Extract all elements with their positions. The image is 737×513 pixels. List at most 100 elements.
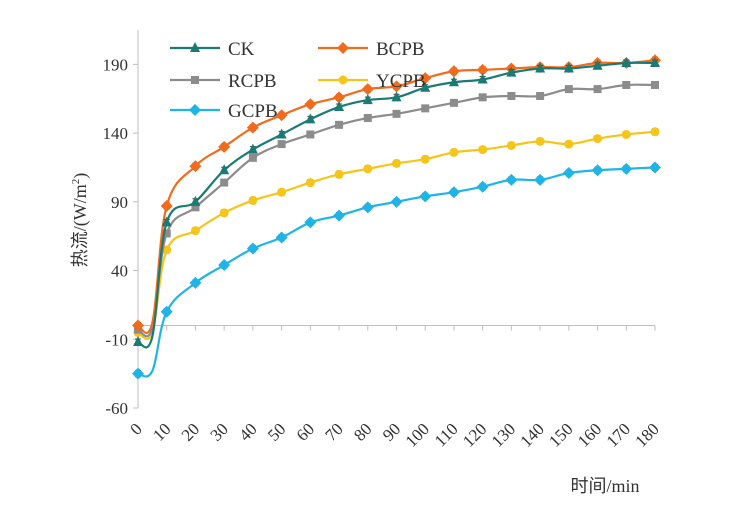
data-point-ck <box>535 62 546 73</box>
data-point-gcpb <box>505 173 518 186</box>
legend-label-ycpb: YCPB <box>376 71 426 92</box>
data-point-ycpb <box>593 134 603 144</box>
data-point-ycpb <box>305 178 315 188</box>
data-point-gcpb <box>333 209 346 222</box>
legend-item-gcpb: GCPB <box>170 101 278 122</box>
data-point-rcpb <box>335 120 344 129</box>
data-point-gcpb <box>275 231 288 244</box>
data-point-ck <box>391 91 402 102</box>
legend-label-bcpb: BCPB <box>376 39 425 60</box>
data-point-bcpb <box>275 109 288 122</box>
data-point-ck <box>161 216 172 227</box>
data-point-ycpb <box>478 145 488 155</box>
y-tick-label: 190 <box>103 55 129 74</box>
data-point-rcpb <box>220 178 229 187</box>
series-ck <box>133 56 660 349</box>
data-point-ycpb <box>219 208 229 218</box>
data-point-ck <box>219 164 230 175</box>
series-ycpb <box>133 127 660 341</box>
data-point-bcpb <box>390 80 403 93</box>
data-point-bcpb <box>189 160 202 173</box>
legend-marker-rcpb <box>191 76 199 84</box>
x-tick-label: 130 <box>488 419 519 450</box>
data-point-ck <box>650 56 660 67</box>
data-point-gcpb <box>419 190 432 203</box>
legend-label-rcpb: RCPB <box>228 71 277 92</box>
data-point-ycpb <box>506 140 516 150</box>
data-point-gcpb <box>361 201 374 214</box>
y-tick-label: 90 <box>111 193 128 212</box>
data-point-gcpb <box>132 367 144 380</box>
data-point-bcpb <box>246 121 259 134</box>
x-tick-label: 80 <box>350 419 375 444</box>
legend-item-ycpb: YCPB <box>318 71 426 92</box>
legend-item-rcpb: RCPB <box>170 71 277 92</box>
data-point-gcpb <box>218 259 231 272</box>
y-tick-label: -10 <box>105 330 128 349</box>
data-point-ycpb <box>621 129 631 139</box>
data-point-ck <box>506 66 517 77</box>
x-tick-label: 20 <box>178 419 203 444</box>
y-axis-title-close: ) <box>70 173 91 179</box>
data-point-ycpb <box>363 164 373 174</box>
data-point-gcpb <box>476 180 489 193</box>
data-point-rcpb <box>651 80 659 89</box>
data-point-ycpb <box>190 226 200 236</box>
data-point-gcpb <box>189 276 202 289</box>
data-point-rcpb <box>162 229 171 238</box>
legend-label-ck: CK <box>228 39 255 60</box>
data-point-gcpb <box>390 195 403 208</box>
data-point-bcpb <box>476 63 489 76</box>
data-point-rcpb <box>306 130 315 139</box>
legend-marker-ck <box>190 42 200 52</box>
data-point-bcpb <box>218 140 231 153</box>
data-point-rcpb <box>622 80 631 89</box>
legend: CK BCPB RCPB YCPB GCPB <box>170 39 426 122</box>
data-point-gcpb <box>591 164 604 177</box>
data-point-gcpb <box>534 173 547 186</box>
data-point-ck <box>305 113 316 124</box>
data-point-ycpb <box>535 136 545 146</box>
legend-item-ck: CK <box>170 39 255 60</box>
data-point-ck <box>477 73 488 84</box>
data-point-bcpb <box>160 199 173 212</box>
data-point-rcpb <box>536 91 545 100</box>
data-point-gcpb <box>246 242 259 255</box>
data-point-ck <box>563 62 574 73</box>
data-point-ck <box>276 128 287 139</box>
x-tick-label: 60 <box>293 419 318 444</box>
data-point-rcpb <box>191 203 200 212</box>
data-point-rcpb <box>507 91 516 100</box>
y-tick-label: 140 <box>103 124 129 143</box>
series-line-rcpb <box>137 83 656 338</box>
data-point-gcpb <box>447 186 460 199</box>
data-point-ycpb <box>392 158 401 168</box>
data-point-gcpb <box>620 162 633 175</box>
data-point-ycpb <box>650 127 660 137</box>
x-tick-label: 170 <box>603 419 634 450</box>
y-tick-label: -60 <box>105 399 128 418</box>
y-axis-title-superscript: 2 <box>70 179 82 185</box>
x-tick-label: 140 <box>516 419 547 450</box>
series-gcpb <box>132 161 661 380</box>
data-point-gcpb <box>649 161 661 174</box>
y-tick-label: 40 <box>111 262 128 281</box>
x-tick-label: 0 <box>126 419 145 438</box>
legend-label-gcpb: GCPB <box>228 101 278 122</box>
data-point-bcpb <box>304 98 317 111</box>
data-point-rcpb <box>392 109 401 118</box>
x-tick-label: 10 <box>149 419 174 444</box>
x-tick-label: 30 <box>207 419 232 444</box>
data-point-rcpb <box>248 153 257 162</box>
x-tick-label: 160 <box>574 419 605 450</box>
x-tick-label: 90 <box>379 419 404 444</box>
data-point-ck <box>362 94 373 105</box>
data-point-rcpb <box>449 98 458 107</box>
data-point-rcpb <box>363 113 372 122</box>
data-point-gcpb <box>160 305 173 318</box>
data-point-ck <box>247 143 258 154</box>
x-tick-label: 150 <box>545 419 576 450</box>
data-point-gcpb <box>562 166 575 179</box>
legend-marker-ycpb <box>338 75 348 85</box>
